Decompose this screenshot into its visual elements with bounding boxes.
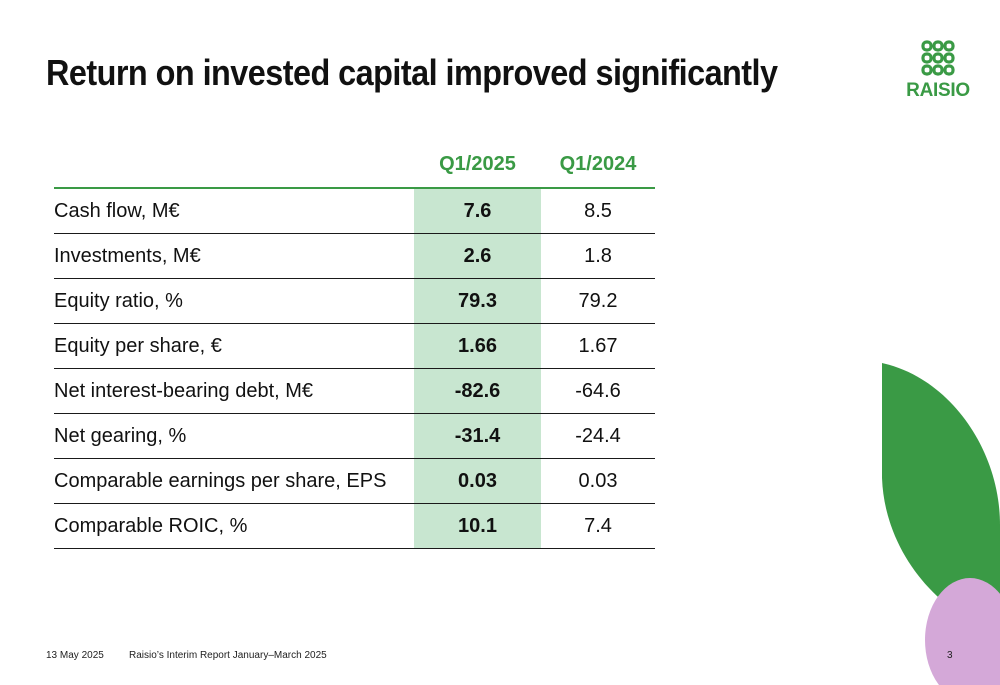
value-q1-2024: -64.6 [541, 368, 655, 414]
table-row: Equity ratio, % 79.3 79.2 [54, 278, 655, 324]
purple-circle-shape [925, 578, 1000, 685]
header-q1-2024: Q1/2024 [541, 141, 655, 189]
row-label: Net gearing, % [54, 413, 414, 459]
row-label: Net interest-bearing debt, M€ [54, 368, 414, 414]
table-header-row: Q1/2025 Q1/2024 [54, 141, 655, 189]
value-q1-2025: 0.03 [414, 458, 541, 504]
logo-text: RAISIO [906, 80, 970, 101]
header-q1-2025: Q1/2025 [414, 141, 541, 189]
value-q1-2024: -24.4 [541, 413, 655, 459]
footer-report-title: Raisio’s Interim Report January–March 20… [129, 650, 327, 661]
kpi-table-container: Q1/2025 Q1/2024 Cash flow, M€ 7.6 8.5 In… [54, 141, 655, 549]
footer-date: 13 May 2025 [46, 650, 104, 661]
slide-title: Return on invested capital improved sign… [46, 52, 778, 93]
value-q1-2024: 79.2 [541, 278, 655, 324]
kpi-table: Q1/2025 Q1/2024 Cash flow, M€ 7.6 8.5 In… [54, 141, 655, 549]
value-q1-2024: 1.67 [541, 323, 655, 369]
page-number: 3 [947, 650, 953, 661]
table-row: Net interest-bearing debt, M€ -82.6 -64.… [54, 368, 655, 414]
value-q1-2025: 79.3 [414, 278, 541, 324]
table-row: Comparable ROIC, % 10.1 7.4 [54, 503, 655, 549]
green-leaf-shape [882, 363, 1000, 630]
value-q1-2024: 1.8 [541, 233, 655, 279]
value-q1-2025: -31.4 [414, 413, 541, 459]
row-label: Equity per share, € [54, 323, 414, 369]
value-q1-2024: 8.5 [541, 188, 655, 234]
decorative-leaf-shapes [882, 363, 1000, 685]
value-q1-2025: 1.66 [414, 323, 541, 369]
table-row: Comparable earnings per share, EPS 0.03 … [54, 458, 655, 504]
row-label: Comparable ROIC, % [54, 503, 414, 549]
value-q1-2024: 0.03 [541, 458, 655, 504]
value-q1-2025: 7.6 [414, 188, 541, 234]
row-label: Cash flow, M€ [54, 188, 414, 234]
table-row: Cash flow, M€ 7.6 8.5 [54, 188, 655, 234]
value-q1-2024: 7.4 [541, 503, 655, 549]
row-label: Investments, M€ [54, 233, 414, 279]
header-label [54, 141, 414, 189]
row-label: Comparable earnings per share, EPS [54, 458, 414, 504]
table-row: Net gearing, % -31.4 -24.4 [54, 413, 655, 459]
table-row: Equity per share, € 1.66 1.67 [54, 323, 655, 369]
value-q1-2025: -82.6 [414, 368, 541, 414]
table-row: Investments, M€ 2.6 1.8 [54, 233, 655, 279]
value-q1-2025: 2.6 [414, 233, 541, 279]
raisio-logo: RAISIO [904, 40, 972, 102]
row-label: Equity ratio, % [54, 278, 414, 324]
value-q1-2025: 10.1 [414, 503, 541, 549]
logo-grid-icon [921, 40, 955, 76]
